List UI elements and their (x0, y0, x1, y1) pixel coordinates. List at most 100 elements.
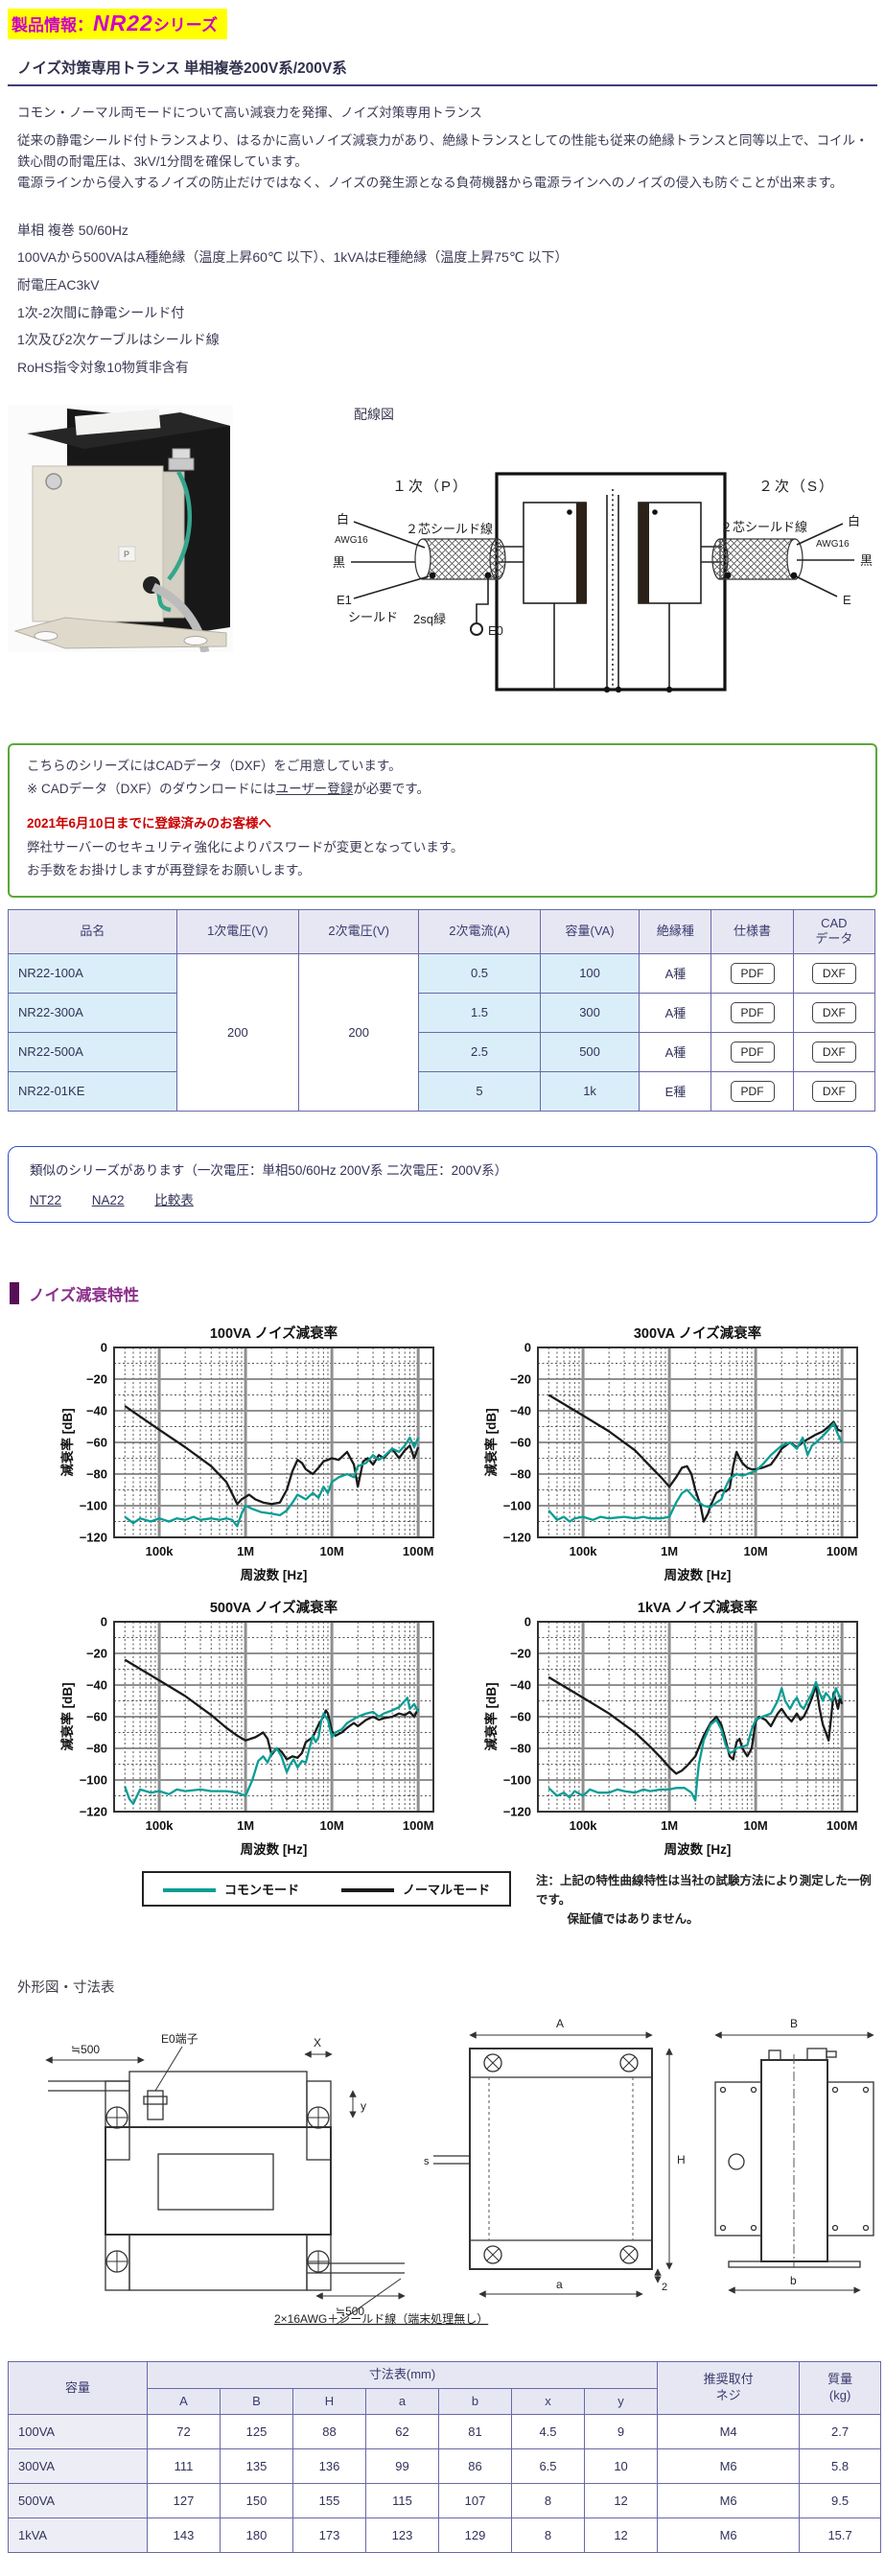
svg-text:減衰率 [dB]: 減衰率 [dB] (59, 1682, 75, 1750)
white-lead-right: 白 (848, 514, 860, 528)
dims-group-header: 寸法表(mm) (146, 2360, 659, 2389)
dim-col-H: H (292, 2387, 366, 2416)
cad-line-4: お手数をお掛けしますが再登録をお願いします。 (27, 862, 311, 878)
screw-cell: M4 (657, 2414, 801, 2450)
legend-normal-label: ノーマルモード (403, 1882, 491, 1897)
col-header-secondary-voltage: 2次電圧(V) (298, 909, 420, 954)
cad-header-line1: CAD (821, 916, 848, 931)
col-header-name: 品名 (8, 909, 177, 954)
dim-B-cell: 125 (220, 2414, 293, 2450)
pdf-button[interactable]: PDF (730, 1080, 775, 1102)
cad-line-2-post: が必要です。 (353, 782, 430, 796)
spec-item: 耐電圧AC3kV (17, 276, 100, 293)
similar-series-links: NT22 NA22 比較表 (30, 1189, 857, 1208)
page-header: 製品情報：NR22シリーズ (8, 6, 877, 39)
chart-1kva: 100k 1M 10M 100M 0 −20 −40 −60 −80 −100 −120 1kVA ノ… (483, 1599, 858, 1857)
screw-cell: M6 (657, 2448, 801, 2485)
chart-300va: 100k 1M 10M 100M 0 −20 −40 −60 −80 −100 −120 300VA … (483, 1324, 858, 1582)
chart-100va: 100k 1M 10M 100M 0 −20 −40 −60 −80 −100 −120 100VA … (59, 1324, 434, 1582)
screw-cell: M6 (657, 2483, 801, 2519)
dim-A-cell: 111 (147, 2448, 221, 2485)
svg-text:周波数 [Hz]: 周波数 [Hz] (664, 1841, 732, 1857)
dim-B-cell: 135 (220, 2448, 293, 2485)
capacity-cell: 500VA (8, 2483, 148, 2519)
description-paragraph: 従来の静電シールド付トランスより、はるかに高いノイズ減衰力があり、絶縁トランスと… (17, 130, 877, 194)
col-header-capacity: 容量(VA) (539, 909, 640, 954)
spec-list: 単相 複巻 50/60Hz 100VAから500VAはA種絶縁（温度上昇60℃ … (17, 217, 877, 382)
col-header-primary-voltage: 1次電圧(V) (175, 909, 300, 954)
dim-col-B: B (220, 2387, 293, 2416)
col-header-spec-doc: 仕様書 (710, 909, 794, 954)
similar-series-text: 類似のシリーズがあります（一次電圧：単相50/60Hz 200V系 二次電圧：2… (30, 1162, 508, 1178)
weight-header-line1: 質量 (827, 2372, 853, 2387)
current-cell: 1.5 (418, 992, 541, 1033)
screw-header-line2: ネジ (715, 2388, 741, 2403)
dim-a-label: a (556, 2278, 563, 2291)
dim-B-label: B (790, 2017, 798, 2030)
wiring-diagram-title: 配線図 (354, 406, 394, 422)
dxf-button[interactable]: DXF (811, 1080, 856, 1102)
chart-note: 注：上記の特性曲線特性は当社の試験方法により測定した一例です。 保証値ではありま… (536, 1871, 877, 1929)
cad-cell: DXF (792, 1070, 876, 1112)
weight-header-line2: (kg) (828, 2388, 851, 2403)
description-line-2: 電源ラインから侵入するノイズの防止だけではなく、ノイズの発生源となる負荷機器から… (17, 175, 844, 190)
cad-line-1: こちらのシリーズにはCADデータ（DXF）をご用意しています。 (27, 758, 402, 773)
pdf-button[interactable]: PDF (730, 1001, 775, 1023)
product-photo: P (8, 404, 233, 652)
table-row: 1kVA 143 180 173 123 129 8 12 M6 15.7 (8, 2517, 882, 2554)
pdf-button[interactable]: PDF (730, 962, 775, 984)
legend-and-note: コモンモード ノーマルモード 注：上記の特性曲線特性は当社の試験方法により測定し… (142, 1870, 877, 1929)
cad-info-box: こちらのシリーズにはCADデータ（DXF）をご用意しています。 ※ CADデータ… (8, 742, 877, 899)
dim-x-cell: 6.5 (511, 2448, 585, 2485)
dim-H-cell: 173 (292, 2517, 366, 2554)
svg-text:100VA ノイズ減衰率: 100VA ノイズ減衰率 (210, 1324, 338, 1342)
e0-terminal-note: E0端子 (161, 2032, 198, 2046)
cad-header-line2: データ (815, 931, 853, 947)
svg-text:−80: −80 (510, 1741, 531, 1755)
weight-cell: 5.8 (799, 2448, 882, 2485)
svg-text:10M: 10M (319, 1818, 343, 1833)
dim-a-cell: 62 (365, 2414, 439, 2450)
cad-alert-line: 2021年6月10日までに登録済みのお客様へ (27, 816, 272, 831)
dxf-button[interactable]: DXF (811, 1001, 856, 1023)
capacity-cell: 300 (539, 992, 640, 1033)
pdf-button[interactable]: PDF (730, 1041, 775, 1063)
dim-H-cell: 88 (292, 2414, 366, 2450)
screw-header-line1: 推奨取付 (703, 2372, 754, 2387)
cable-label-left: ２芯シールド線 (406, 522, 493, 536)
primary-voltage-cell: 200 (175, 952, 300, 1112)
normal-mode-line-swatch (341, 1887, 395, 1892)
svg-text:減衰率 [dB]: 減衰率 [dB] (59, 1408, 75, 1476)
svg-text:0: 0 (524, 1340, 531, 1354)
svg-text:−40: −40 (510, 1403, 531, 1417)
screw-cell: M6 (657, 2517, 801, 2554)
table-row: NR22-01KE 5 1k E種 PDF DXF (8, 1070, 876, 1112)
dxf-button[interactable]: DXF (811, 1041, 856, 1063)
dxf-button[interactable]: DXF (811, 962, 856, 984)
weight-cell: 9.5 (799, 2483, 882, 2519)
svg-text:100M: 100M (403, 1544, 434, 1558)
series-model: NR22 (93, 11, 153, 35)
header-prefix: 製品情報： (12, 16, 93, 35)
table-row: NR22-100A 200 200 0.5 100 A種 PDF DXF (8, 952, 876, 1112)
user-registration-link[interactable]: ユーザー登録 (275, 782, 354, 796)
link-na22[interactable]: NA22 (91, 1192, 125, 1207)
dim-col-b: b (438, 2387, 512, 2416)
model-name-cell: NR22-100A (8, 952, 177, 994)
noise-section-title: ノイズ減衰特性 (29, 1286, 140, 1304)
link-comparison[interactable]: 比較表 (154, 1192, 194, 1207)
spec-item: RoHS指令対象10物質非含有 (17, 360, 189, 376)
svg-text:周波数 [Hz]: 周波数 [Hz] (241, 1841, 308, 1857)
capacity-header: 容量 (8, 2360, 148, 2416)
cable-note: 2×16AWG＋シールド線（端末処理無し） (274, 2311, 488, 2326)
chart-legend: コモンモード ノーマルモード (142, 1870, 512, 1907)
svg-text:−20: −20 (510, 1646, 531, 1660)
dim-b-cell: 86 (438, 2448, 512, 2485)
drawing-front-view: A s H a 2 (424, 2017, 686, 2298)
green-wire-label: 2sq緑 (413, 612, 446, 626)
svg-text:−120: −120 (80, 1530, 107, 1544)
chart-500va: 100k 1M 10M 100M 0 −20 −40 −60 −80 −100 −120 500VA … (59, 1599, 434, 1857)
link-nt22[interactable]: NT22 (30, 1192, 62, 1207)
capacity-cell: 1kVA (8, 2517, 148, 2554)
svg-text:0: 0 (524, 1614, 531, 1628)
